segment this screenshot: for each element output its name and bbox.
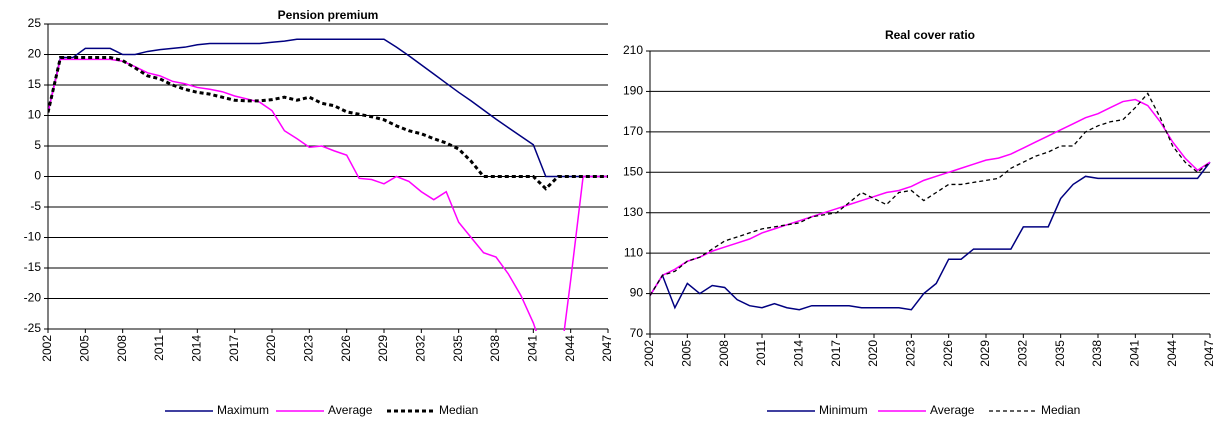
y-tick-label: 130 (623, 205, 643, 219)
plot-area (650, 92, 1211, 311)
x-tick-label: 2038 (488, 335, 502, 362)
x-tick-label: 2020 (264, 335, 278, 362)
x-tick-label: 2041 (526, 335, 540, 362)
y-tick-label: 15 (28, 77, 42, 91)
series-line (650, 92, 1211, 296)
x-tick-label: 2044 (563, 335, 577, 362)
x-tick-label: 2044 (1165, 340, 1179, 367)
plot-area (48, 38, 608, 331)
series-line (48, 56, 608, 191)
x-tick-label: 2020 (866, 340, 880, 367)
y-tick-label: 20 (28, 47, 42, 61)
y-tick-label: 90 (630, 286, 644, 300)
y-tick-label: 170 (623, 124, 643, 138)
legend-label: Median (1041, 403, 1080, 417)
y-tick-label: -10 (24, 230, 42, 244)
legend: Maximum Average Median (165, 403, 478, 417)
x-tick-label: 2047 (1202, 340, 1216, 367)
chart: Pension premium -25 -20 -15 -10 -5 0 5 10 15 20 25 2… (24, 8, 615, 417)
y-tick-label: 150 (623, 164, 643, 178)
x-tick-label: 2035 (451, 335, 465, 362)
legend-label: Minimum (819, 403, 868, 417)
x-tick-label: 2047 (600, 335, 614, 362)
x-tick-label: 2023 (904, 340, 918, 367)
legend-label: Median (439, 403, 478, 417)
x-tick-label: 2011 (152, 335, 166, 361)
y-tick-label: -20 (24, 291, 42, 305)
y-tick-label: -5 (30, 199, 41, 213)
series-line (650, 98, 1211, 296)
x-tick-label: 2038 (1090, 340, 1104, 367)
y-tick-label: 0 (34, 169, 41, 183)
x-tick-label: 2008 (115, 335, 129, 362)
y-tick-label: -25 (24, 321, 42, 335)
x-tick-label: 2035 (1053, 340, 1067, 367)
x-tick-label: 2017 (829, 340, 843, 367)
x-tick-label: 2017 (227, 335, 241, 362)
y-tick-label: 25 (28, 16, 42, 30)
x-tick-label: 2029 (978, 340, 992, 367)
y-tick-label: 190 (623, 84, 643, 98)
x-tick-label: 2002 (40, 335, 54, 362)
x-tick-label: 2005 (680, 340, 694, 367)
y-tick-label: 10 (28, 108, 42, 122)
x-tick-label: 2029 (376, 335, 390, 362)
legend-label: Maximum (217, 403, 269, 417)
x-tick-label: 2026 (941, 340, 955, 367)
legend-label: Average (328, 403, 373, 417)
x-tick-label: 2008 (717, 340, 731, 367)
series-line (650, 161, 1211, 311)
y-tick-label: -15 (24, 260, 42, 274)
chart: Real cover ratio 70 90 110 130 150 170 190 210 20… (623, 28, 1216, 417)
y-tick-label: 70 (630, 326, 644, 340)
legend: Minimum Average Median (767, 403, 1080, 417)
x-tick-label: 2023 (302, 335, 316, 362)
series-line (48, 58, 608, 331)
x-tick-label: 2032 (414, 335, 428, 362)
x-tick-label: 2005 (78, 335, 92, 362)
x-tick-label: 2014 (792, 340, 806, 367)
y-tick-label: 5 (34, 138, 41, 152)
x-tick-label: 2014 (190, 335, 204, 362)
chart-title: Pension premium (278, 8, 379, 22)
y-tick-label: 110 (624, 245, 643, 259)
x-tick-label: 2041 (1128, 340, 1142, 367)
x-tick-label: 2026 (339, 335, 353, 362)
legend-label: Average (930, 403, 975, 417)
chart-title: Real cover ratio (885, 28, 975, 42)
x-tick-label: 2011 (754, 340, 768, 366)
x-tick-label: 2002 (642, 340, 656, 367)
x-tick-label: 2032 (1016, 340, 1030, 367)
y-tick-label: 210 (623, 43, 643, 57)
series-line (48, 38, 608, 178)
